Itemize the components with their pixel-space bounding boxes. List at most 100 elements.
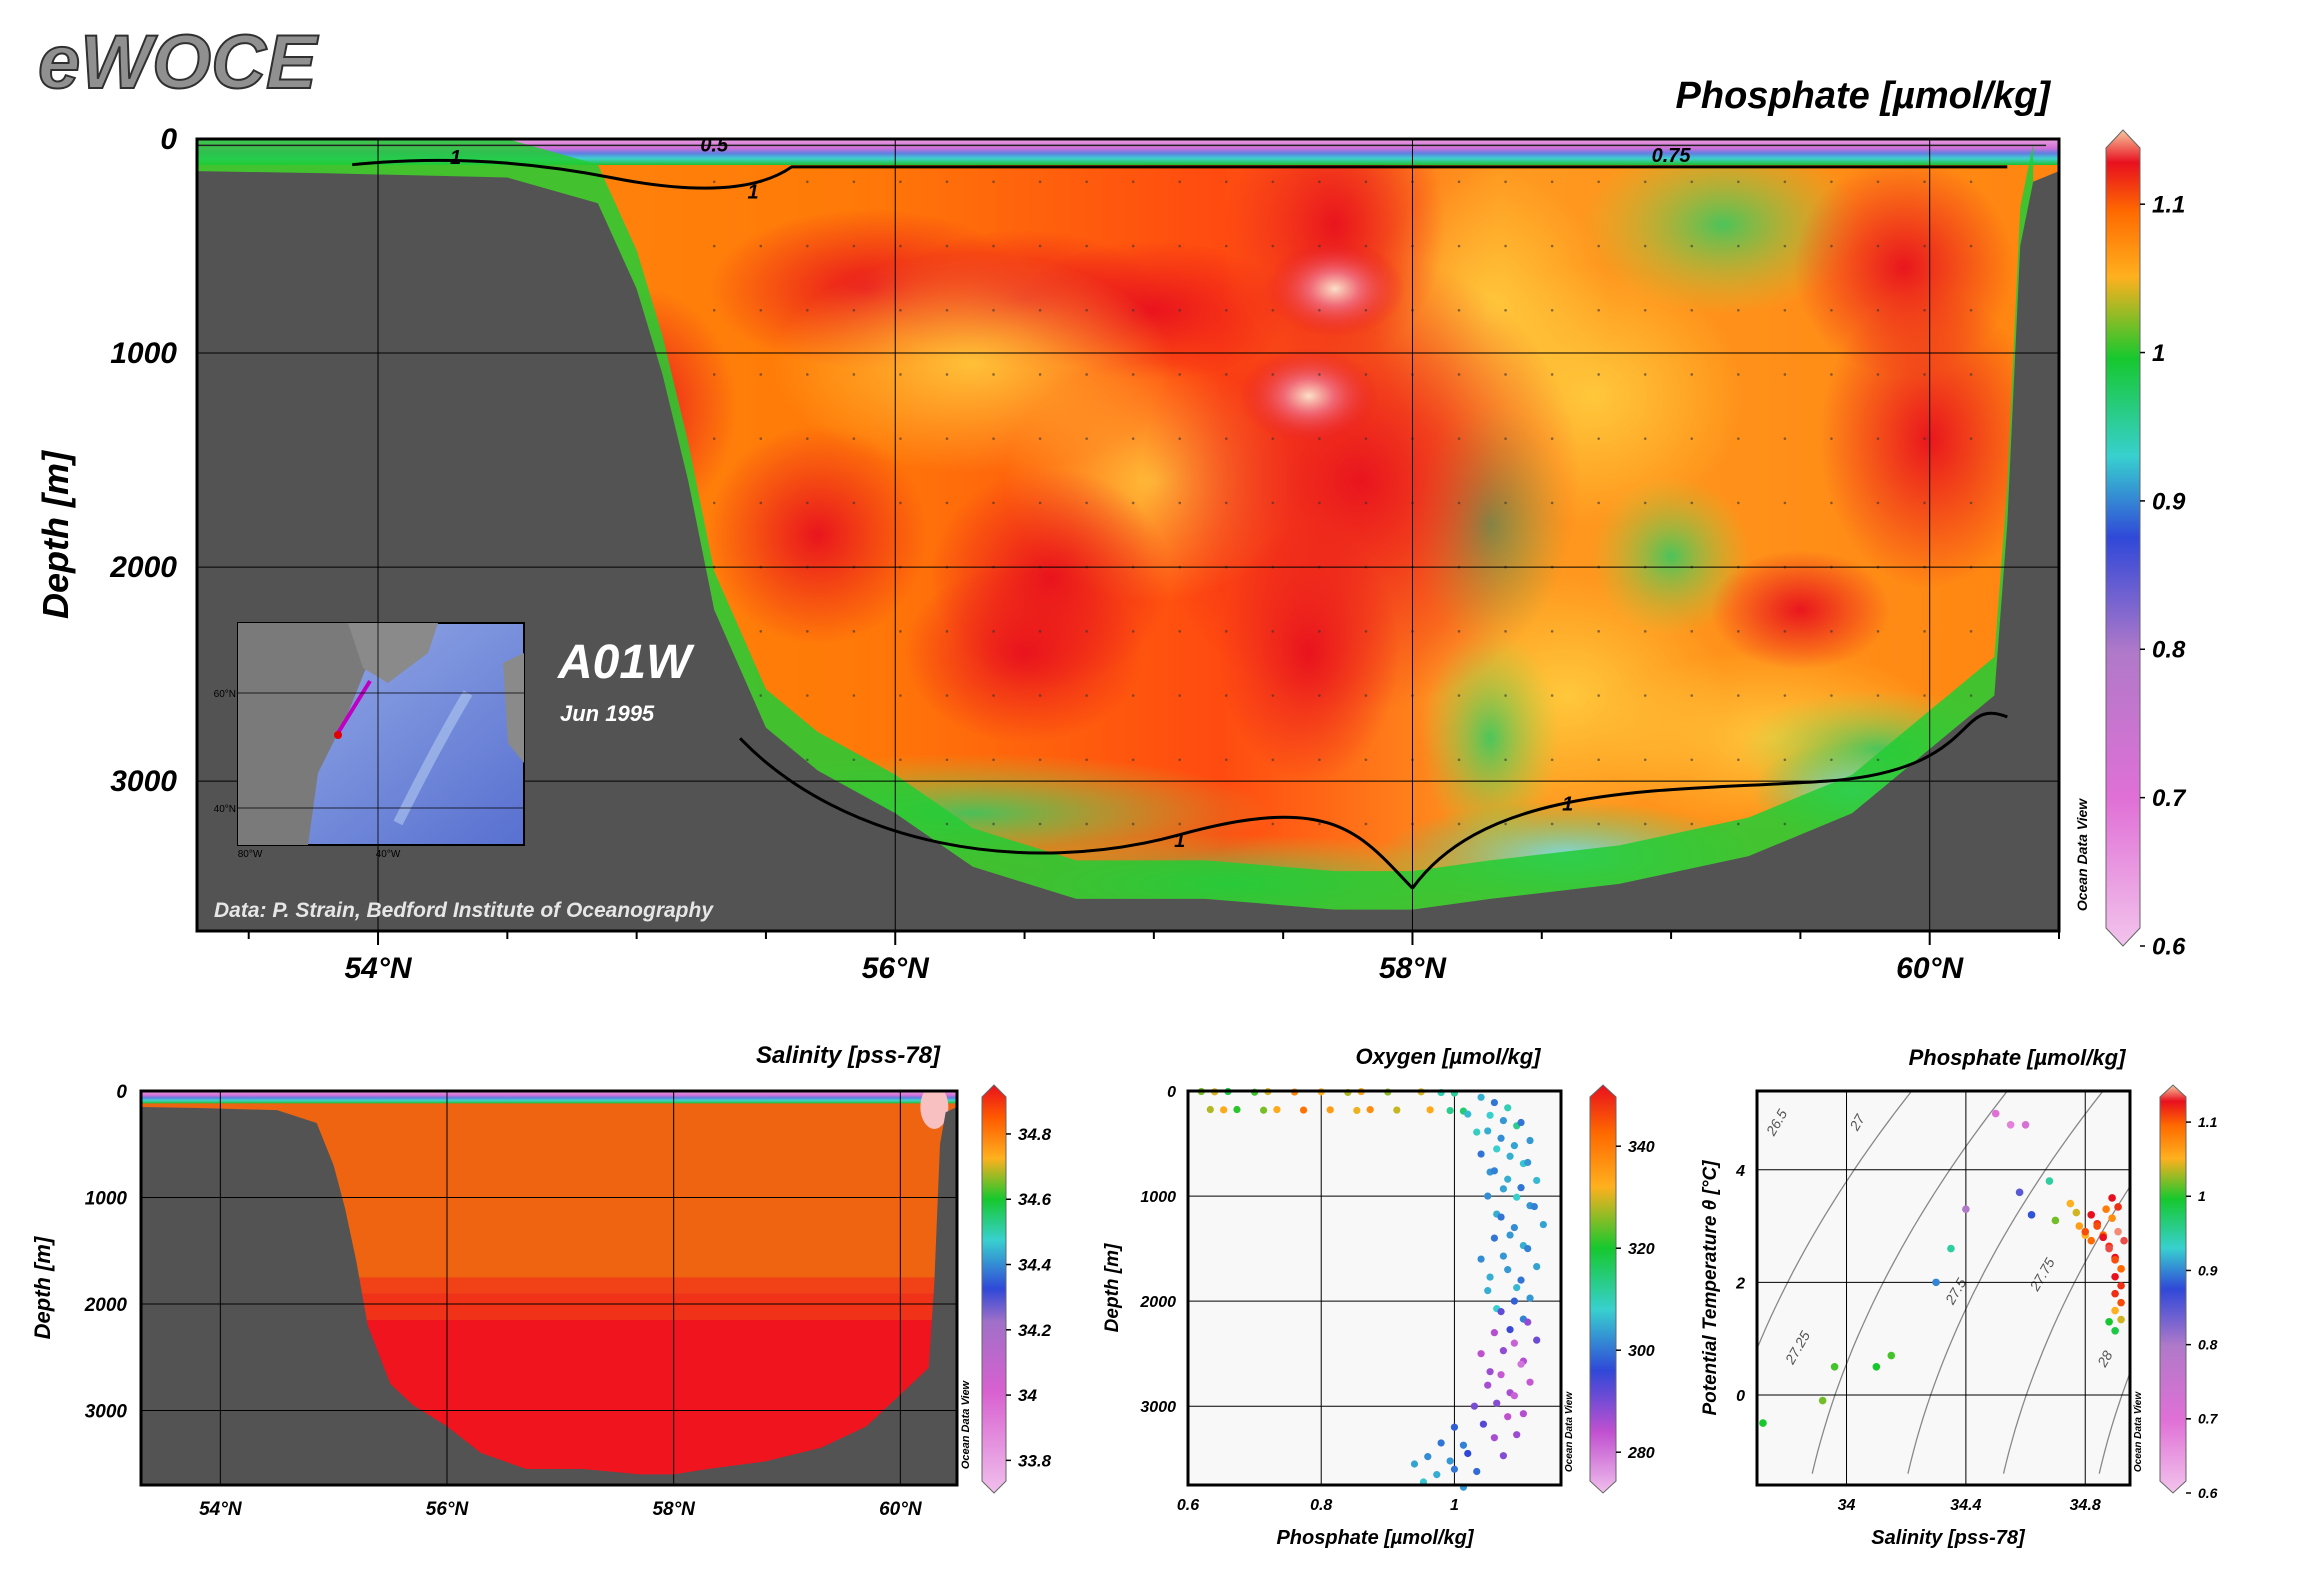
data-point xyxy=(1533,1263,1541,1271)
data-point xyxy=(1464,1110,1472,1118)
y-tick-label: 0 xyxy=(160,123,177,156)
sample-dot xyxy=(1085,437,1088,440)
contour-label: 1 xyxy=(1174,830,1185,852)
sample-dot xyxy=(945,308,949,312)
sample-dot xyxy=(899,437,902,440)
data-point xyxy=(1517,1184,1525,1192)
sample-dot xyxy=(1318,630,1321,633)
data-point xyxy=(1484,1192,1492,1200)
sample-dot xyxy=(759,373,763,376)
contour-line-1-surface xyxy=(352,158,2008,190)
sample-dot xyxy=(1178,308,1182,312)
sample-dot xyxy=(899,758,902,762)
sample-dot xyxy=(1271,180,1275,184)
data-point xyxy=(2066,1199,2075,1208)
colorbar-tick-label: 0.6 xyxy=(2198,1485,2218,1501)
sample-dot xyxy=(1504,630,1507,633)
data-point xyxy=(1530,1202,1538,1211)
x-tick-label: 34 xyxy=(1838,1497,1856,1514)
data-point xyxy=(2114,1227,2122,1236)
sample-dot xyxy=(1876,244,1880,248)
sample-dot xyxy=(945,373,949,376)
sample-dot xyxy=(1690,437,1694,440)
sample-dot xyxy=(1550,180,1554,184)
ts-phosphate-colorbar xyxy=(2159,1084,2187,1494)
data-point xyxy=(1524,1158,1532,1167)
x-tick-label: 56°N xyxy=(426,1499,470,1520)
sample-dot xyxy=(1969,373,1973,376)
sample-dot xyxy=(899,244,902,248)
data-point xyxy=(1830,1363,1839,1371)
inset-map-section-track xyxy=(336,679,372,735)
data-point xyxy=(1513,1284,1521,1292)
phosphate-colorbar xyxy=(2105,129,2141,947)
y-tick-label: 3000 xyxy=(1140,1399,1176,1416)
data-credit: Data: P. Strain, Bedford Institute of Oc… xyxy=(214,899,714,922)
sample-dot xyxy=(1830,244,1833,248)
data-point xyxy=(1486,1273,1494,1281)
data-point xyxy=(1818,1396,1827,1405)
oxygen-colorbar xyxy=(1589,1084,1617,1494)
sample-dot xyxy=(1457,822,1461,826)
sample-dot xyxy=(1085,308,1088,312)
data-point xyxy=(1962,1205,1970,1213)
sample-dot xyxy=(1783,694,1787,697)
seafloor-topography xyxy=(197,168,2059,931)
field-anomaly xyxy=(904,562,1145,743)
sample-dot xyxy=(1737,630,1740,633)
data-point xyxy=(1410,1460,1419,1468)
y-tick-label: 0 xyxy=(1167,1084,1176,1101)
x-tick-label: 56°N xyxy=(862,952,930,985)
field-anomaly xyxy=(1591,476,1752,637)
sample-dot xyxy=(1690,822,1694,826)
colorbar-tick-label: 34.6 xyxy=(1018,1190,1052,1209)
sample-dot xyxy=(1737,694,1740,697)
section-name: A01W xyxy=(557,636,695,689)
x-tick-label: 1 xyxy=(1450,1497,1459,1514)
data-point xyxy=(2111,1272,2119,1281)
sample-dot xyxy=(759,694,763,697)
sample-dot xyxy=(899,373,902,376)
contour-label: 1 xyxy=(450,147,461,169)
data-point xyxy=(1477,1150,1485,1158)
inset-map-lon-label: 40°W xyxy=(376,849,401,860)
sample-dot xyxy=(1224,437,1228,440)
sample-dot xyxy=(1504,694,1507,697)
sample-dot xyxy=(992,437,995,440)
sample-dot xyxy=(1923,244,1926,248)
sample-dot xyxy=(1550,437,1554,440)
sample-dot xyxy=(1923,501,1926,505)
sample-dot xyxy=(1690,630,1694,633)
sample-dot xyxy=(1504,373,1507,376)
data-point xyxy=(1353,1106,1361,1115)
sample-dot xyxy=(992,308,995,312)
sample-dot xyxy=(1830,308,1833,312)
salinity-anomaly xyxy=(920,1091,949,1129)
sample-dot xyxy=(1923,373,1926,376)
sample-dot xyxy=(1504,758,1507,762)
inset-map-ridge xyxy=(393,690,473,826)
data-point xyxy=(1484,1287,1492,1295)
y-tick-label: 3000 xyxy=(85,1401,128,1422)
sample-dot xyxy=(1131,630,1135,633)
data-point xyxy=(2114,1203,2122,1211)
data-point xyxy=(1510,1142,1518,1150)
sample-dot xyxy=(1131,694,1135,697)
sample-dot xyxy=(1876,373,1880,376)
sample-dot xyxy=(1643,694,1647,697)
data-point xyxy=(1497,1371,1505,1379)
data-point xyxy=(1473,1128,1481,1136)
sample-dot xyxy=(1364,244,1368,248)
sample-dot xyxy=(1876,180,1880,184)
sample-dot xyxy=(852,501,856,505)
inset-map-landmass-americas xyxy=(238,623,368,845)
data-point xyxy=(2117,1315,2125,1324)
data-point xyxy=(2087,1236,2096,1245)
sample-dot xyxy=(1923,694,1926,697)
data-point xyxy=(1497,1308,1505,1316)
sample-dot xyxy=(1643,758,1647,762)
inset-map-greenland xyxy=(348,623,438,683)
sample-dot xyxy=(1783,373,1787,376)
sample-dot xyxy=(1224,244,1228,248)
